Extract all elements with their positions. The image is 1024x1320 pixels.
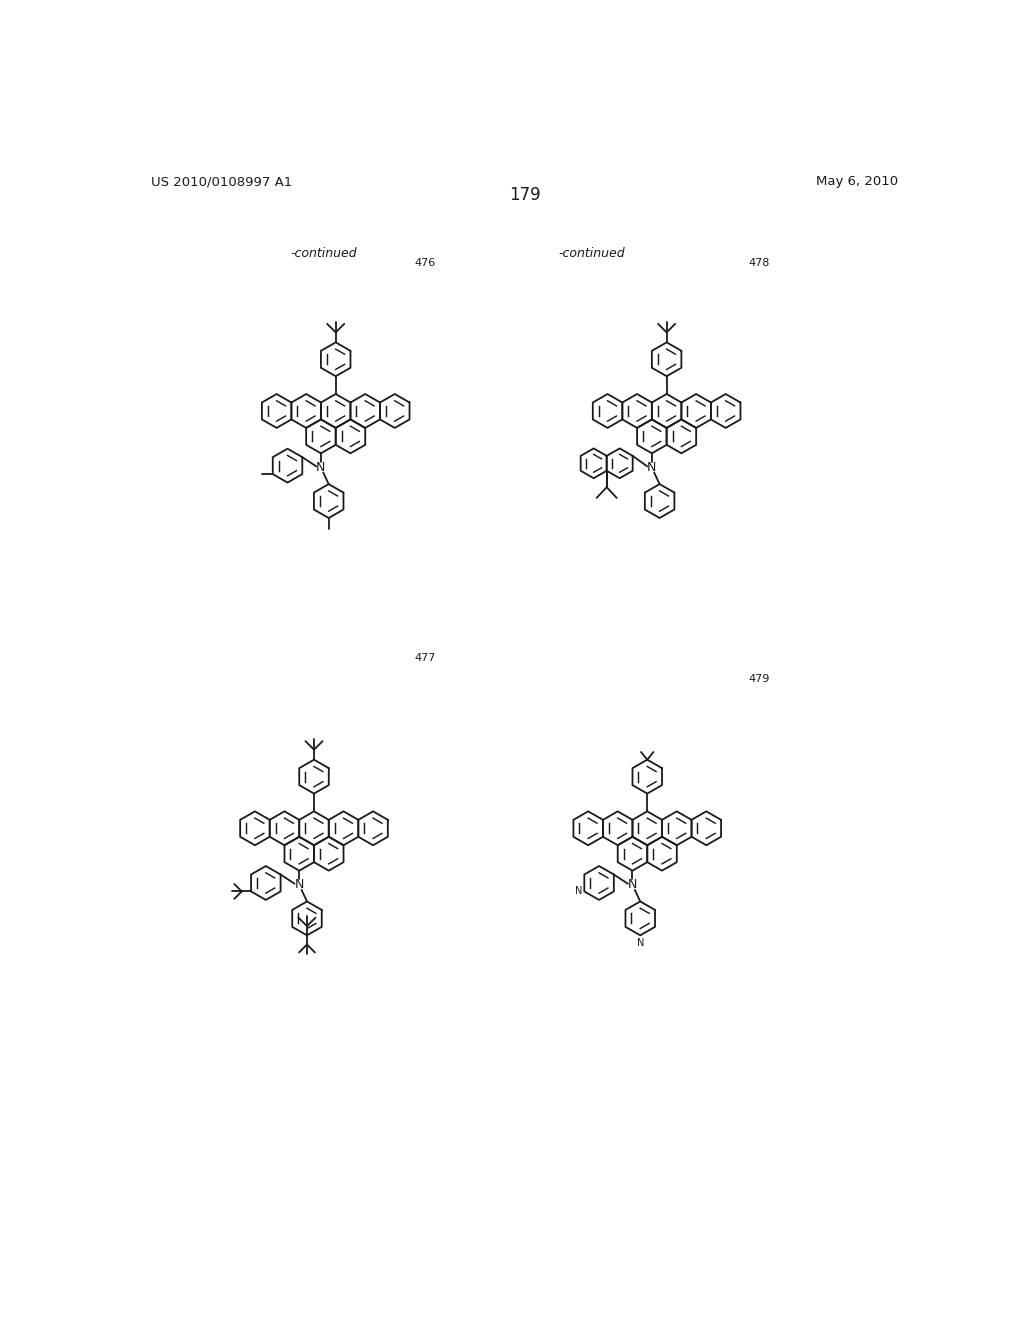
- Text: -continued: -continued: [291, 247, 357, 260]
- Text: 477: 477: [415, 653, 436, 663]
- Text: 479: 479: [748, 673, 769, 684]
- Text: May 6, 2010: May 6, 2010: [816, 176, 898, 189]
- Text: N: N: [637, 939, 644, 948]
- Text: 478: 478: [748, 257, 769, 268]
- Text: 179: 179: [509, 186, 541, 205]
- Text: -continued: -continued: [558, 247, 625, 260]
- Text: N: N: [574, 887, 582, 896]
- Text: N: N: [295, 878, 304, 891]
- Text: 476: 476: [415, 257, 436, 268]
- Text: US 2010/0108997 A1: US 2010/0108997 A1: [152, 176, 293, 189]
- Text: N: N: [316, 461, 326, 474]
- Text: N: N: [647, 461, 656, 474]
- Text: N: N: [628, 878, 637, 891]
